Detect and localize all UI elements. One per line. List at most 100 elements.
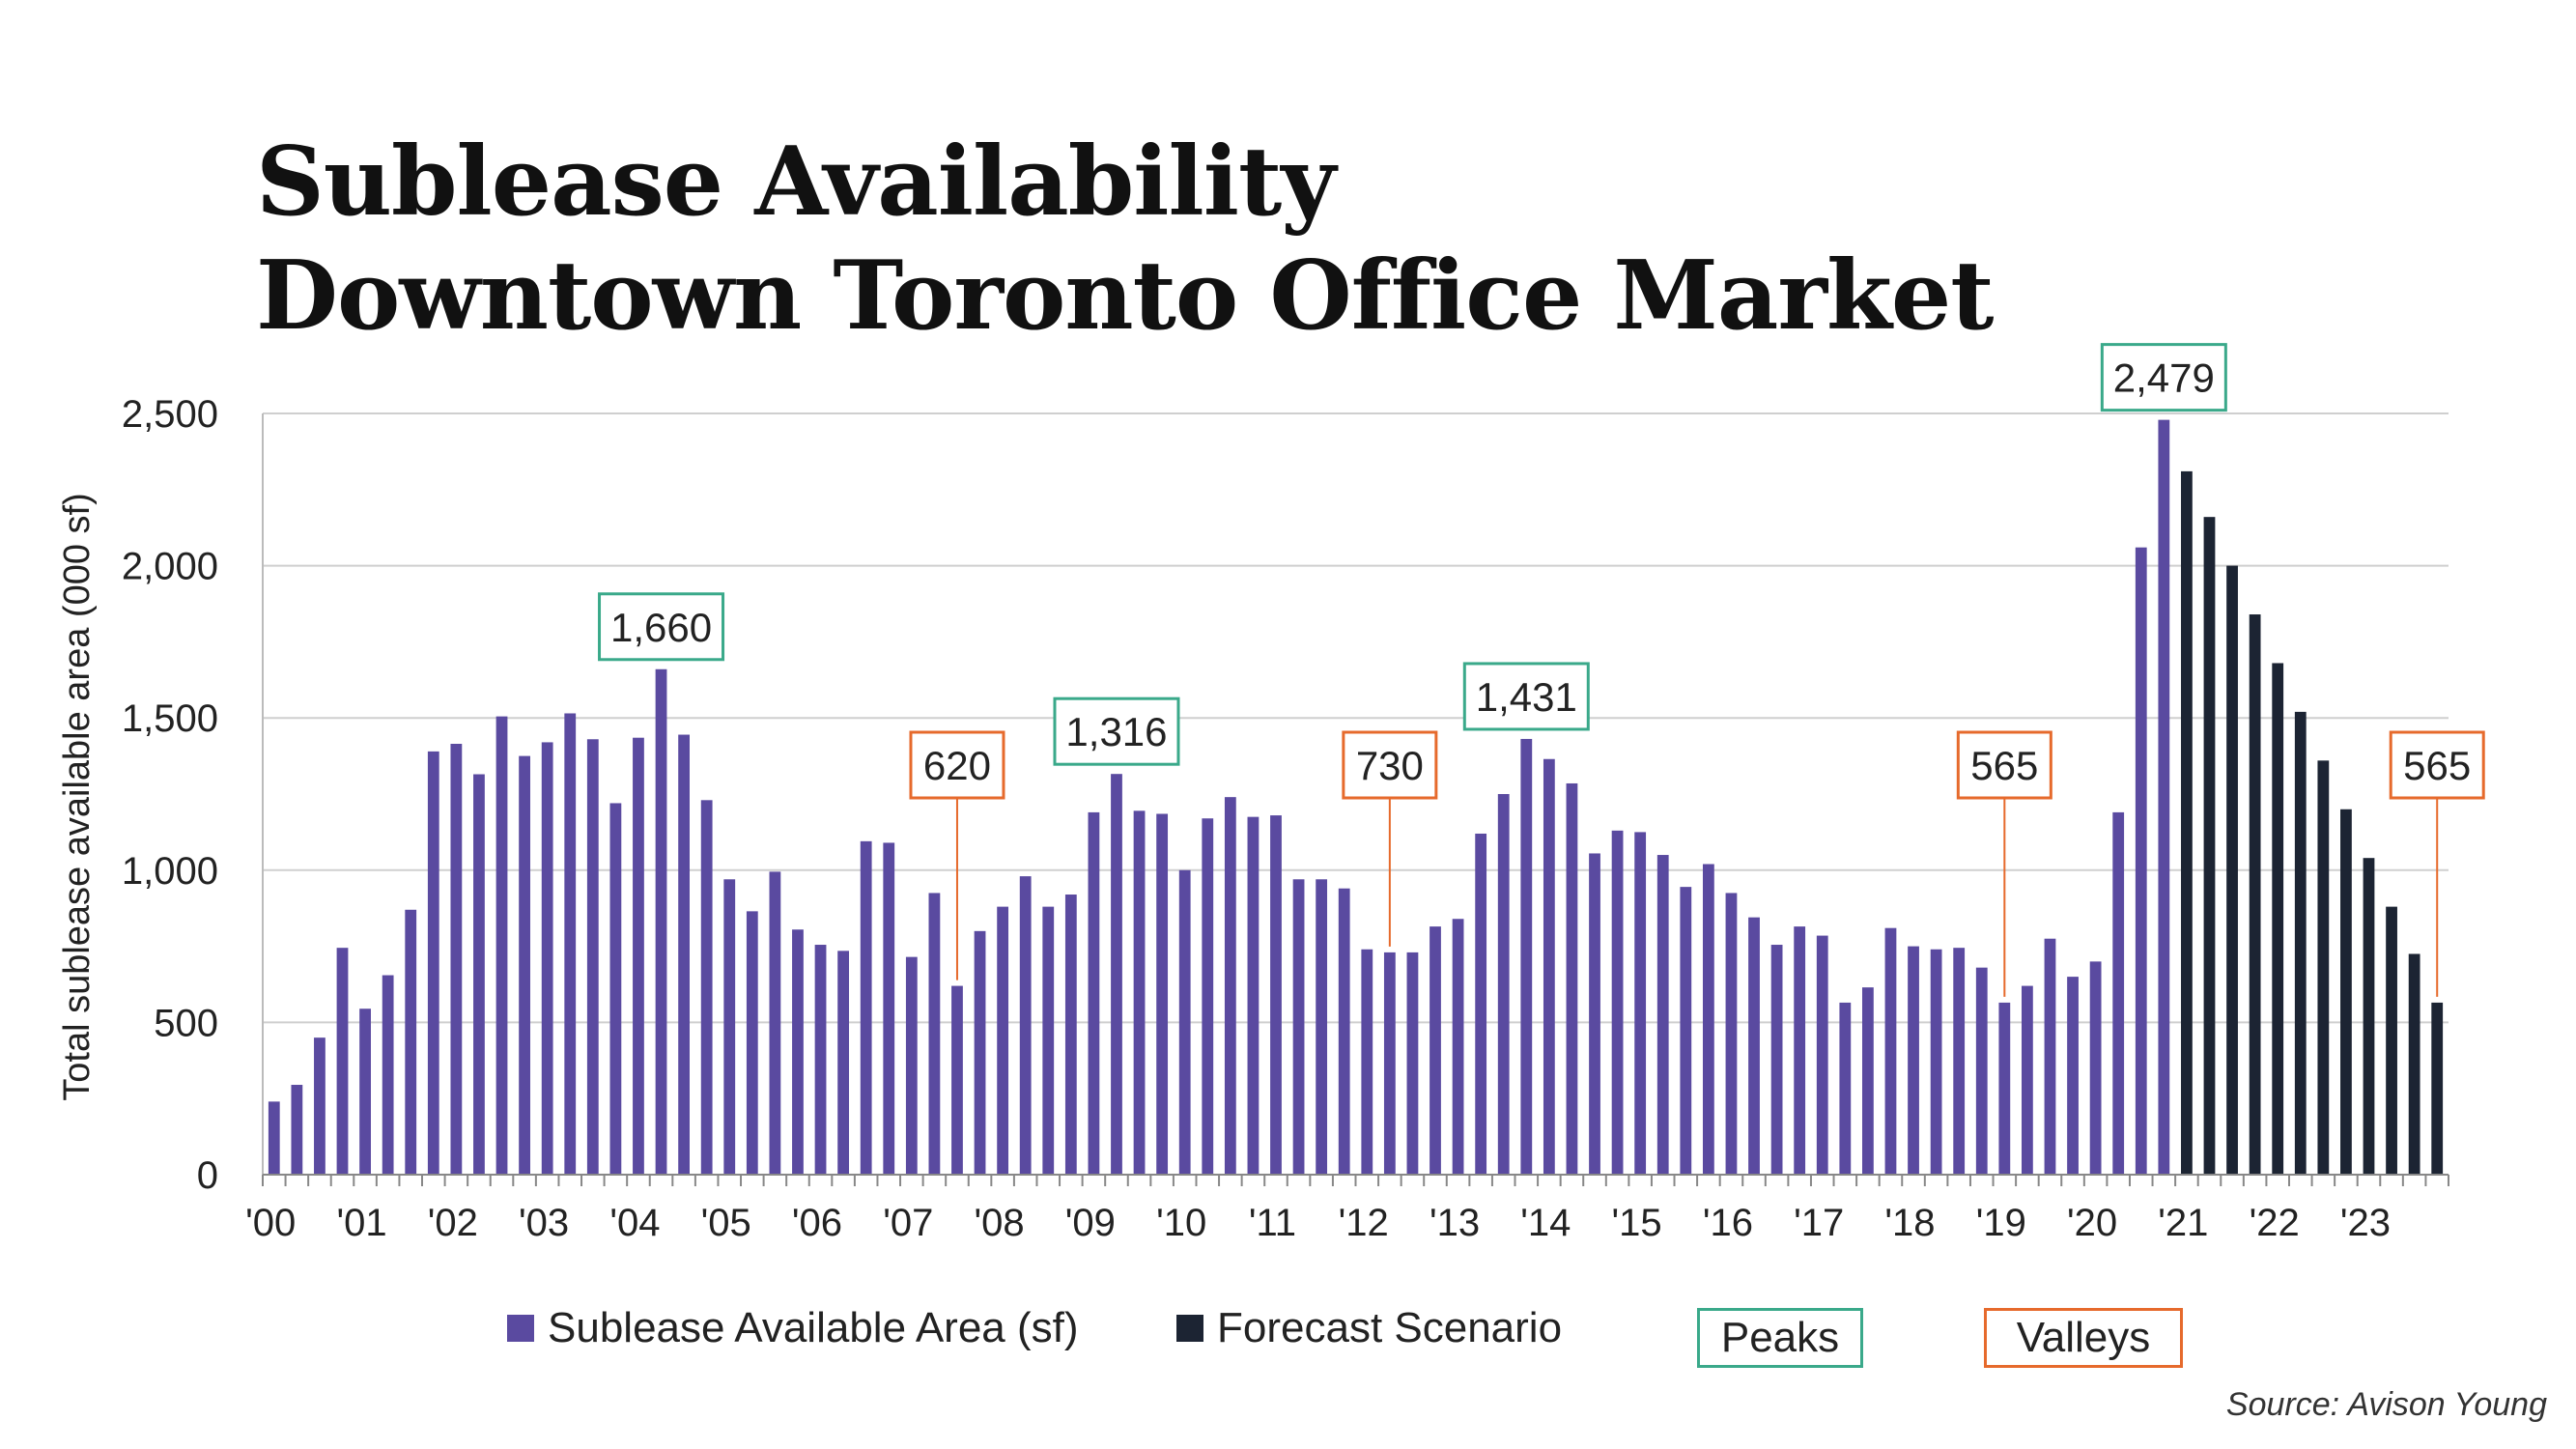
sublease-bar	[769, 871, 781, 1175]
sublease-bar	[336, 948, 349, 1175]
sublease-bar	[905, 956, 918, 1175]
sublease-bar	[2158, 419, 2170, 1175]
forecast-bar	[2226, 565, 2238, 1175]
sublease-bar	[1611, 830, 1624, 1175]
title-line-2: Downtown Toronto Office Market	[256, 241, 1995, 352]
y-tick-label: 1,500	[122, 697, 218, 740]
x-tick-label: '10	[1156, 1202, 1206, 1244]
valley-label-box	[1956, 730, 2052, 800]
sublease-bar	[473, 774, 485, 1175]
sublease-bar	[792, 929, 804, 1175]
sublease-bar	[2067, 977, 2079, 1175]
y-tick-label: 1,000	[122, 850, 218, 893]
x-tick-label: '12	[1339, 1202, 1389, 1244]
sublease-bar	[837, 951, 850, 1175]
sublease-bar	[405, 909, 417, 1175]
y-tick-label: 0	[197, 1154, 218, 1197]
valley-label-box	[1342, 730, 1438, 800]
forecast-bar	[2294, 711, 2307, 1175]
forecast-bar	[2386, 906, 2397, 1175]
x-tick-label: '21	[2158, 1202, 2208, 1244]
legend-actual: Sublease Available Area (sf)	[507, 1304, 1079, 1352]
x-tick-label: '17	[1794, 1202, 1844, 1244]
sublease-bar	[1475, 833, 1487, 1175]
sublease-bar	[633, 737, 644, 1175]
sublease-bar	[1019, 876, 1032, 1175]
sublease-bar	[1953, 948, 1966, 1175]
sublease-bar	[1292, 879, 1305, 1175]
sublease-bar	[450, 743, 463, 1175]
x-tick-label: '05	[701, 1202, 751, 1244]
bars	[268, 419, 2444, 1175]
x-tick-label: '23	[2340, 1202, 2391, 1244]
sublease-bar	[541, 742, 553, 1175]
sublease-bar	[1634, 832, 1647, 1175]
sublease-bar	[564, 713, 577, 1175]
sublease-bar	[1383, 952, 1396, 1175]
sublease-bar	[723, 879, 736, 1175]
legend-peaks: Peaks	[1697, 1308, 1863, 1368]
legend-forecast-swatch	[1176, 1315, 1203, 1342]
valley-label: 730	[1356, 743, 1424, 788]
legend-peaks-label: Peaks	[1720, 1314, 1840, 1361]
sublease-bar	[1452, 919, 1464, 1175]
sublease-bar	[1998, 1002, 2011, 1175]
sublease-bar	[1770, 945, 1783, 1175]
sublease-bar	[1202, 818, 1214, 1175]
sublease-bar	[860, 840, 872, 1175]
sublease-bar	[1884, 927, 1897, 1175]
sublease-bar	[997, 906, 1009, 1175]
sublease-bar	[1566, 782, 1578, 1175]
x-tick-label: '03	[519, 1202, 569, 1244]
x-tick-label: '19	[1976, 1202, 2026, 1244]
title-line-1: Sublease Availability	[256, 127, 1336, 238]
x-tick-label: '22	[2250, 1202, 2300, 1244]
valley-label-box	[2389, 730, 2485, 800]
sublease-bar	[2112, 811, 2125, 1175]
sublease-bar	[1702, 864, 1714, 1175]
sublease-bar	[1908, 946, 1919, 1175]
sublease-bar	[678, 734, 690, 1175]
x-tick-label: '11	[1249, 1202, 1296, 1244]
sublease-bar	[2135, 547, 2147, 1175]
valley-label: 565	[2403, 743, 2471, 788]
sublease-bar	[1111, 774, 1122, 1175]
x-tick-label: '14	[1520, 1202, 1571, 1244]
sublease-bar	[1497, 794, 1510, 1175]
sublease-bar	[1430, 926, 1441, 1175]
sublease-bar	[268, 1101, 280, 1175]
sublease-bar	[1748, 917, 1760, 1175]
x-tick-label: '18	[1884, 1202, 1935, 1244]
peak-label: 1,660	[610, 605, 712, 650]
sublease-bar	[1316, 879, 1328, 1175]
x-tick-label: '07	[883, 1202, 933, 1244]
axes: 0 500 1,000 1,500 2,000 2,500 '00 '01 '02 '03 '04 '…	[122, 393, 2449, 1244]
legend-valleys: Valleys	[1984, 1308, 2183, 1368]
sublease-bar	[1361, 949, 1373, 1175]
x-tick-label: '06	[792, 1202, 842, 1244]
sublease-bar	[1042, 906, 1055, 1175]
sublease-bar	[1861, 987, 1874, 1175]
x-tick-label: '16	[1703, 1202, 1753, 1244]
x-tick-label: '09	[1065, 1202, 1116, 1244]
gridlines	[263, 412, 2449, 1024]
legend-actual-label: Sublease Available Area (sf)	[548, 1304, 1079, 1351]
x-tick-label: '04	[609, 1202, 660, 1244]
sublease-bar	[1656, 855, 1669, 1175]
sublease-bar	[495, 716, 508, 1175]
x-tick-label: '02	[428, 1202, 478, 1244]
peak-label: 1,431	[1476, 674, 1577, 720]
sublease-bar	[1224, 797, 1236, 1175]
peak-label-box	[598, 592, 725, 662]
sublease-bar	[427, 751, 439, 1175]
y-tick-label: 2,500	[122, 393, 218, 436]
sublease-bar	[1816, 935, 1828, 1175]
chart-title: Sublease Availability Downtown Toronto O…	[256, 126, 1995, 354]
sublease-bar	[2022, 985, 2033, 1175]
sublease-bar	[1520, 738, 1533, 1175]
y-axis-label: Total sublease available area (000 sf)	[57, 493, 98, 1101]
sublease-bar	[1156, 813, 1169, 1175]
forecast-bar	[2363, 858, 2375, 1175]
sublease-bar	[1247, 816, 1260, 1175]
